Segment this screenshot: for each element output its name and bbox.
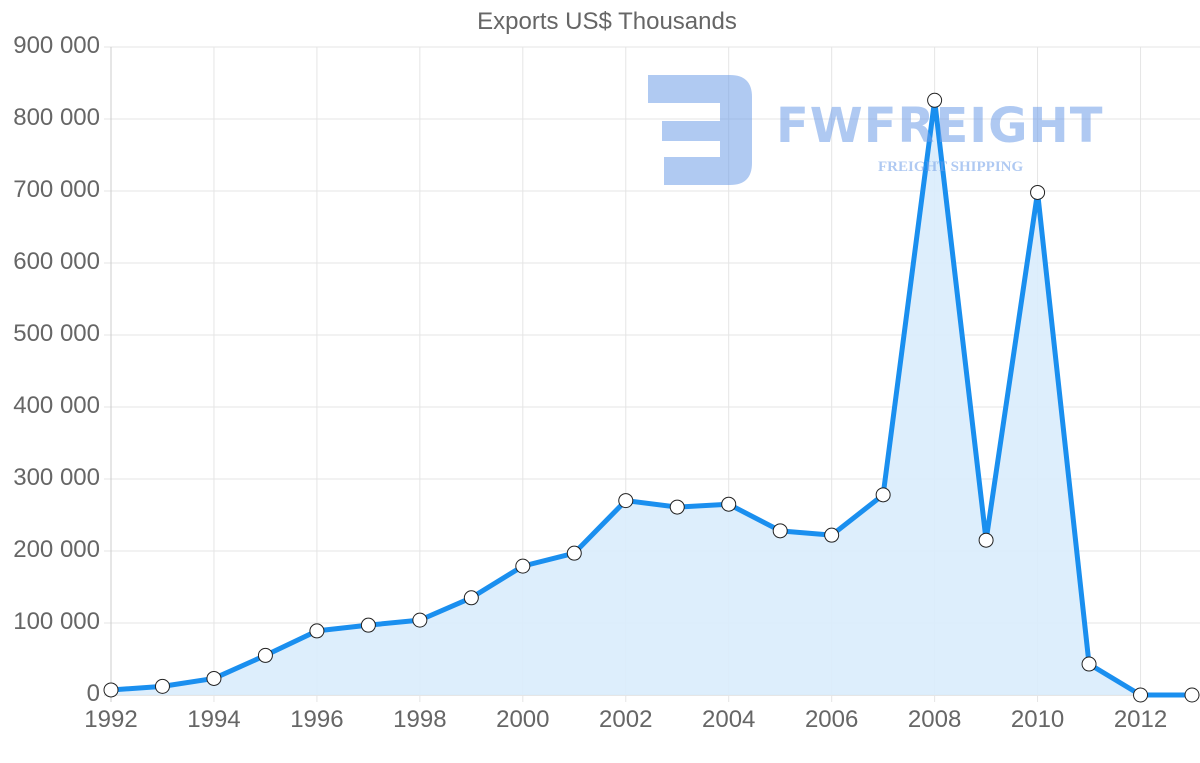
x-tick-label: 2010 bbox=[1010, 706, 1065, 733]
chart-title: Exports US$ Thousands bbox=[477, 8, 737, 35]
data-points bbox=[103, 92, 1200, 703]
data-point[interactable] bbox=[257, 647, 273, 663]
x-tick-label: 1996 bbox=[290, 706, 344, 733]
data-point[interactable] bbox=[927, 92, 943, 108]
data-point[interactable] bbox=[875, 487, 891, 503]
x-tick-label: 2004 bbox=[702, 706, 756, 733]
data-point[interactable] bbox=[515, 558, 531, 574]
data-point[interactable] bbox=[360, 617, 376, 633]
data-point[interactable] bbox=[412, 612, 428, 628]
data-point[interactable] bbox=[154, 678, 170, 694]
data-point[interactable] bbox=[772, 523, 788, 539]
y-tick-label: 100 000 bbox=[13, 608, 100, 635]
y-tick-label: 500 000 bbox=[13, 320, 100, 347]
y-tick-label: 700 000 bbox=[13, 176, 100, 203]
data-point[interactable] bbox=[206, 670, 222, 686]
data-line bbox=[110, 97, 1192, 698]
data-point[interactable] bbox=[721, 496, 737, 512]
y-tick-label: 800 000 bbox=[13, 104, 100, 131]
data-point[interactable] bbox=[1030, 184, 1046, 200]
data-point[interactable] bbox=[669, 499, 685, 515]
x-tick-label: 2008 bbox=[907, 706, 962, 733]
data-point[interactable] bbox=[618, 493, 634, 509]
y-tick-label: 600 000 bbox=[13, 248, 100, 275]
y-tick-label: 200 000 bbox=[13, 536, 100, 563]
x-tick-label: 1998 bbox=[393, 706, 447, 733]
data-point[interactable] bbox=[103, 682, 119, 698]
x-tick-label: 2012 bbox=[1113, 706, 1168, 733]
x-tick-label: 2002 bbox=[599, 706, 653, 733]
data-point[interactable] bbox=[309, 623, 325, 639]
x-tick-label: 2000 bbox=[496, 706, 550, 733]
watermark-tagline: FREIGHT SHIPPING bbox=[878, 159, 1024, 175]
data-point[interactable] bbox=[824, 527, 840, 543]
x-tick-label: 1994 bbox=[187, 706, 241, 733]
y-tick-label: 0 bbox=[86, 680, 100, 707]
y-tick-label: 300 000 bbox=[13, 464, 100, 491]
watermark-brand: FWFREIGHT bbox=[776, 98, 1104, 154]
watermark-logo-icon bbox=[648, 75, 752, 185]
data-point[interactable] bbox=[566, 545, 582, 561]
area-fill bbox=[111, 100, 1192, 695]
y-tick-label: 400 000 bbox=[13, 392, 100, 419]
data-point[interactable] bbox=[463, 590, 479, 606]
data-point[interactable] bbox=[978, 532, 994, 548]
data-point[interactable] bbox=[1184, 687, 1200, 703]
data-point[interactable] bbox=[1081, 656, 1097, 672]
y-tick-label: 900 000 bbox=[13, 32, 100, 59]
x-tick-label: 2006 bbox=[804, 706, 859, 733]
x-tick-label: 1992 bbox=[84, 706, 138, 733]
data-point[interactable] bbox=[1133, 687, 1149, 703]
